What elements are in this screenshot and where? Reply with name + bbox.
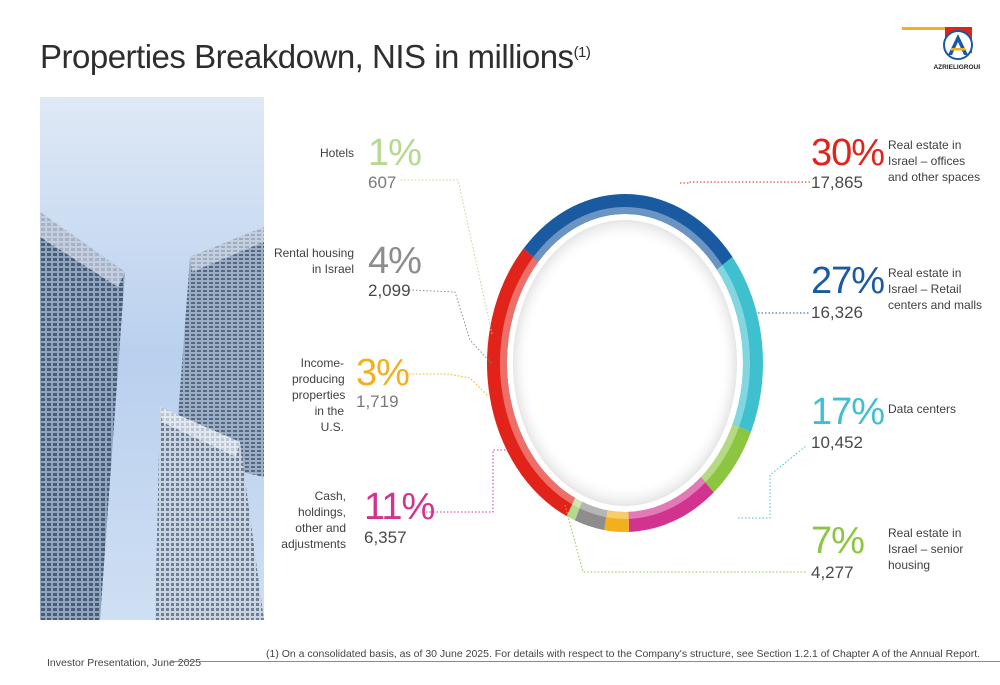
slice-value-cash: 6,357 [364, 528, 407, 547]
footnote: (1) On a consolidated basis, as of 30 Ju… [266, 648, 981, 660]
slice-value-hotels: 607 [368, 173, 397, 192]
slice-percent-offices: 30% [811, 132, 885, 174]
slice-percent-retail: 27% [811, 260, 885, 302]
donut-slice-highlight-1 [533, 206, 723, 270]
page-title-text: Properties Breakdown, NIS in millions [40, 38, 574, 75]
leader-line-senior-housing [564, 504, 806, 573]
buildings-photo [40, 97, 264, 620]
donut-slice-1 [523, 194, 733, 270]
slice-percent-hotels: 1% [368, 132, 422, 174]
slice-label-cash: Cash, holdings, other and adjustments [281, 489, 346, 551]
leader-line-data-centers [738, 445, 807, 519]
slice-percent-senior-housing: 7% [811, 520, 865, 562]
slice-value-us: 1,719 [356, 392, 399, 411]
donut-slice-highlight-5 [606, 510, 629, 519]
slice-percent-rental: 4% [368, 240, 422, 282]
slice-label-us: Income-producing properties in the U.S. [292, 356, 346, 434]
slice-value-offices: 17,865 [811, 173, 863, 192]
slice-label-senior-housing: Real estate in Israel – senior housing [888, 526, 964, 572]
leader-line-hotels [398, 179, 493, 335]
slice-label-hotels: Hotels [319, 146, 354, 160]
donut-slice-3 [700, 424, 751, 493]
leader-line-us [400, 373, 488, 396]
logo-text: AZRIELIGROUP [933, 64, 980, 71]
page-title-footnote-ref: (1) [573, 44, 591, 61]
slice-value-data-centers: 10,452 [811, 433, 863, 452]
page-title: Properties Breakdown, NIS in millions(1) [40, 38, 591, 76]
slice-value-senior-housing: 4,277 [811, 563, 854, 582]
slice-percent-cash: 11% [364, 486, 435, 528]
donut-slice-highlight-4 [628, 477, 706, 519]
slice-label-data-centers: Data centers [888, 402, 957, 416]
donut-slice-highlight-0 [500, 257, 576, 505]
donut-slice-highlight-6 [579, 501, 608, 518]
footer-divider [170, 661, 1000, 662]
donut-slice-highlight-7 [572, 498, 583, 509]
slice-value-rental: 2,099 [368, 281, 411, 300]
slice-percent-data-centers: 17% [811, 391, 885, 433]
donut-slice-highlight-2 [716, 265, 750, 427]
slice-label-rental: Rental housing in Israel [273, 246, 354, 276]
footer-presentation-label: Investor Presentation, June 2025 [47, 657, 202, 669]
slice-value-retail: 16,326 [811, 303, 863, 322]
leader-line-rental [409, 289, 492, 364]
slice-label-offices: Real estate in Israel – offices and othe… [888, 138, 981, 184]
company-logo: AZRIELIGROUP [900, 26, 983, 86]
donut-slice-2 [716, 257, 764, 433]
donut-slice-highlight-3 [700, 424, 740, 483]
donut-inner-shadow [513, 220, 737, 506]
leader-line-offices [680, 181, 810, 184]
slice-percent-us: 3% [356, 352, 410, 394]
slice-label-retail: Real estate in Israel – Retail centers a… [888, 266, 983, 312]
leader-line-cash [420, 449, 509, 513]
